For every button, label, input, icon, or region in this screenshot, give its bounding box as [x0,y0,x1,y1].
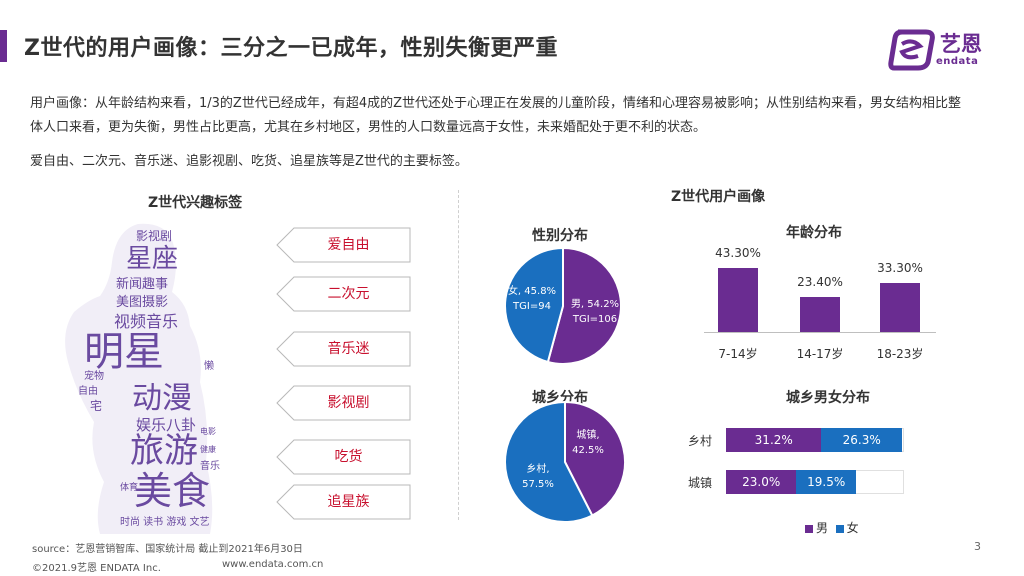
urban-gender-legend: 男 女 [805,519,859,536]
hbar-category: 城镇 [688,476,713,490]
cloud-word: 宠物 [84,371,104,382]
tag-arrow-4: 影视剧 [276,385,411,421]
age-bar [800,297,840,332]
age-bar-category: 7-14岁 [718,347,758,361]
hbar-category: 乡村 [688,434,713,448]
male-percent: 男, 54.2% [570,299,620,310]
tag-label: 追星族 [327,494,370,510]
age-bar-category: 18-23岁 [876,347,924,361]
cloud-word: 娱乐八卦 [136,416,197,434]
endata-logo-icon [888,29,935,71]
tag-label: 爱自由 [327,237,370,253]
cloud-word: 美食 [134,469,211,513]
pie-slice-城镇 [564,400,625,517]
word-cloud: 影视剧 星座新闻趣事美图摄影视频音乐 明星 宠物自由宅 动漫 娱乐八卦 旅游 音乐体育 美食时尚… [60,222,240,537]
cloud-word: 星座 [126,244,179,274]
cloud-word: 视频音乐 [114,312,179,331]
age-bar-value: 43.30% [715,246,761,260]
age-title: 年龄分布 [786,225,842,241]
intro-paragraph: 用户画像：从年龄结构来看，1/3的Z世代已经成年，有超4成的Z世代还处于心理正在… [30,96,962,135]
village-value: 57.5% [522,479,554,490]
urban-town-label: 城镇, 42.5% [568,428,608,458]
cloud-word: 动漫 [132,381,192,416]
legend-male-swatch [805,524,813,533]
age-bar [718,268,758,332]
section-divider [458,190,459,520]
website-link[interactable]: www.endata.com.cn [222,559,324,570]
age-bar-category: 14-17岁 [796,347,844,361]
tag-arrow-5: 吃货 [276,439,411,475]
source-note: source：艺恩营销智库、国家统计局 截止到2021年6月30日 [32,544,303,555]
cloud-word: 体育 [120,483,139,493]
age-bar [880,282,920,332]
cloud-word: 新闻趣事 [116,277,169,292]
town-value: 42.5% [572,445,604,456]
female-tgi: TGI=94 [513,301,551,312]
gender-male-label: 男, 54.2% TGI=106 [567,297,623,327]
tag-label: 影视剧 [327,395,370,411]
hbar-male-value: 23.0% [742,475,781,489]
cloud-word: 美图摄影 [116,295,169,310]
tag-label: 二次元 [327,286,370,302]
cloud-word: 影视剧 [136,229,173,243]
urban-gender-title: 城乡男女分布 [786,390,870,406]
tag-arrow-1: 爱自由 [276,227,411,263]
village-label: 乡村, [526,464,550,475]
age-bar-value: 23.40% [797,275,843,290]
tag-arrow-6: 追星族 [276,484,411,520]
profile-title: Z世代用户画像 [671,189,766,205]
pie-slice-乡村 [505,400,594,523]
title-accent-bar [0,30,7,62]
gender-pie-chart [505,246,621,365]
cloud-word: 旅游 [130,431,198,471]
silhouette-shape [65,223,213,535]
town-label: 城镇, [576,430,600,441]
pie-slice-男 [546,246,621,365]
hbar-female: 26.3% [821,428,902,452]
cloud-word: 明星 [84,329,164,375]
hbar-male-value: 31.2% [754,433,793,447]
page-title: Z世代的用户画像：三分之一已成年，性别失衡更严重 [24,36,558,61]
cloud-word: 时尚 读书 游戏 文艺 [120,517,210,528]
legend-female-label: 女 [846,521,859,535]
cloud-title: Z世代兴趣标签 [148,195,243,211]
male-tgi: TGI=106 [572,314,618,325]
age-axis-line [704,332,936,333]
female-percent: 女, 45.8% [507,286,557,297]
copyright: ©2021.9艺恩 ENDATA Inc. [32,563,161,574]
cloud-word: 电影 [200,427,216,436]
logo-subtext: endata [936,56,979,67]
pie-slice-女 [505,246,564,364]
gender-title: 性别分布 [532,228,588,244]
page-number: 3 [974,540,981,553]
tag-arrow-3: 音乐迷 [276,331,411,367]
legend-male-label: 男 [816,521,829,535]
cloud-word: 宅 [90,399,103,413]
gender-female-label: 女, 45.8% TGI=94 [505,284,559,314]
hbar-male: 23.0% [726,470,797,494]
hbar-male: 31.2% [726,428,822,452]
cloud-word: 健康 [200,445,216,454]
cloud-word: 音乐 [200,461,220,472]
age-bar-value: 33.30% [877,260,923,275]
tag-label: 音乐迷 [327,341,370,357]
urban-pie-chart [505,400,625,523]
cloud-word: 自由 [78,386,98,397]
hbar-female-value: 19.5% [807,475,846,489]
urban-village-label: 乡村, 57.5% [518,462,558,492]
hbar-female-value: 26.3% [842,433,881,447]
intro-tags-line: 爱自由、二次元、音乐迷、追影视剧、吃货、追星族等是Z世代的主要标签。 [30,154,468,169]
legend-female-swatch [835,524,844,533]
tag-arrow-2: 二次元 [276,276,411,312]
logo-text: 艺恩 [940,32,982,56]
hbar-female: 19.5% [796,470,857,494]
cloud-word: 懒 [204,361,214,372]
tag-label: 吃货 [334,449,363,465]
